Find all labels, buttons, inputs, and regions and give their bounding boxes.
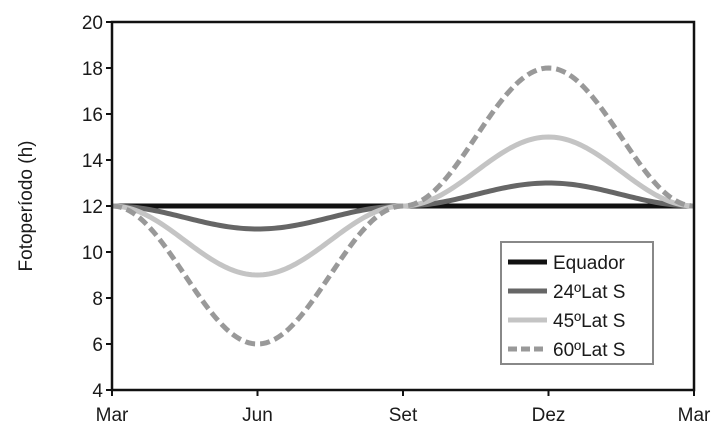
x-tick-label: Jun [242,405,273,426]
y-tick-label: 14 [82,151,104,172]
x-tick-label: Mar [678,405,711,426]
legend: Equador 24ºLat S 45ºLat S 60ºLat S [500,241,654,365]
y-tick-label: 18 [82,59,103,80]
tick-layer: 4 6 8 10 12 14 16 18 20 Mar Jun Set Dez Mar [82,13,711,426]
y-tick-label: 16 [82,105,103,126]
y-tick-label: 12 [82,197,103,218]
y-tick-label: 6 [92,335,103,356]
y-axis-title: Fotoperíodo (h) [16,141,37,272]
y-tick-label: 10 [82,243,103,264]
x-tick-label: Set [389,405,418,426]
x-tick-label: Dez [532,405,566,426]
y-tick-label: 8 [92,289,103,310]
y-tick-label: 4 [92,381,103,402]
y-tick-label: 20 [82,13,103,34]
x-tick-label: Mar [96,405,129,426]
legend-label-24-lat-s: 24ºLat S [553,282,625,303]
legend-label-60-lat-s: 60ºLat S [553,340,625,361]
legend-label-equador: Equador [553,253,626,274]
legend-label-45-lat-s: 45ºLat S [553,311,625,332]
series-layer [111,65,695,347]
series-line-60-lat-s [111,65,695,347]
